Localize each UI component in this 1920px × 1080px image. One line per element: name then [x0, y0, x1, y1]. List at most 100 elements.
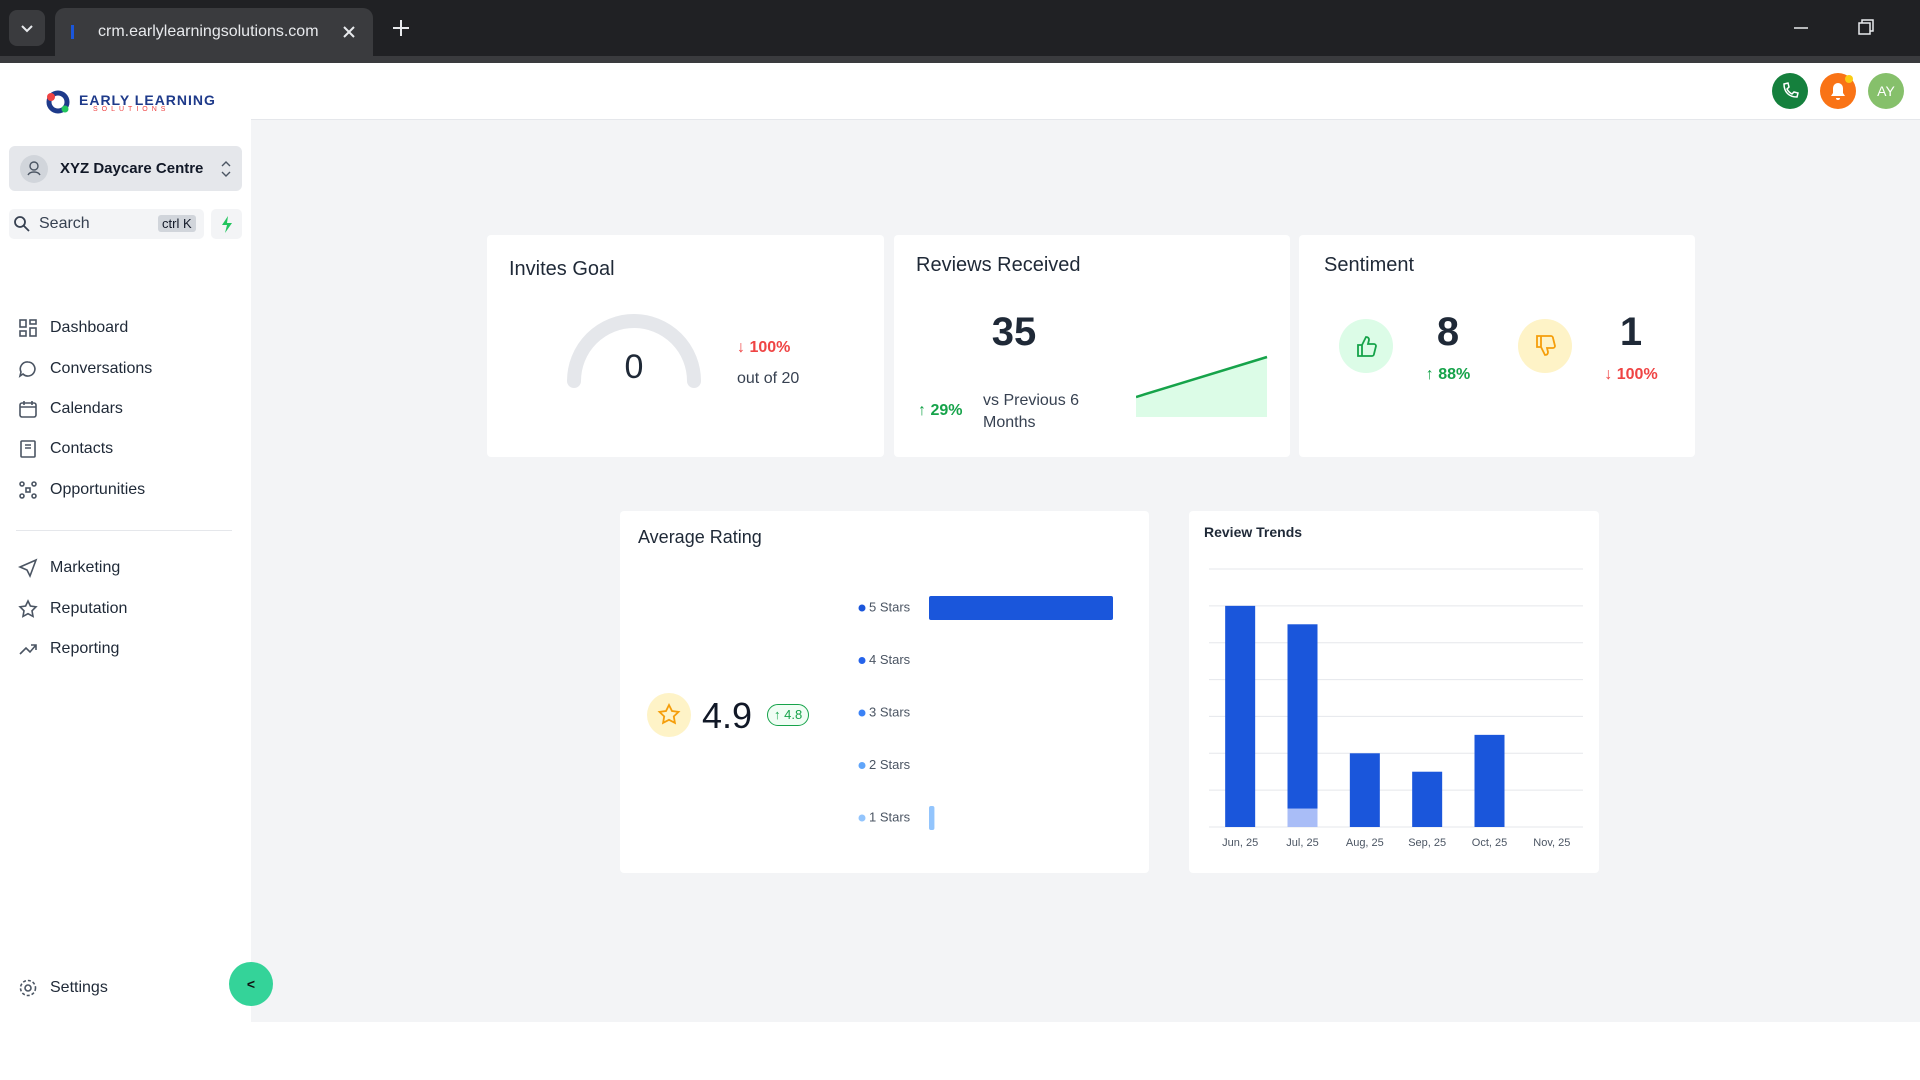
legend-dot [858, 814, 866, 822]
nav-item[interactable]: Opportunities [18, 477, 145, 503]
rating-label: 5 Stars [869, 599, 911, 614]
restore[interactable] [1855, 17, 1877, 39]
nav-item[interactable]: Calendars [18, 396, 123, 422]
switch-icon [221, 161, 231, 177]
gauge [567, 314, 701, 388]
thumbs-up-icon [1339, 319, 1393, 373]
rating-value: 4.9 [702, 695, 753, 736]
nav-item[interactable]: Conversations [18, 356, 152, 382]
rating-label: 1 Stars [869, 809, 911, 824]
positive-change: ↑ 88% [1425, 366, 1471, 383]
nav-item[interactable]: Reputation [18, 596, 127, 622]
location-icon [20, 154, 48, 183]
phone-button[interactable] [1772, 73, 1808, 109]
nav-label: Marketing [50, 559, 121, 576]
bar-segment [1474, 734, 1505, 827]
bar-segment [1287, 624, 1318, 809]
reviews-received-card: Reviews Received 35 ↑ 29% vs Previous 6 … [894, 235, 1290, 457]
reviews-change: ↑ 29% [918, 402, 963, 419]
invites-goal-card: Invites Goal 0 ↓ 100% out of 20 [487, 235, 884, 457]
search-placeholder: Search [39, 215, 90, 232]
invites-value: 0 [624, 348, 644, 386]
invites-change: ↓ 100% [737, 339, 791, 356]
nav-item[interactable]: Reporting [18, 636, 119, 662]
review-trends-card: Review Trends Jun, 25 Jul, 25 Aug, 25 Sep, … [1189, 511, 1599, 873]
nav-label: Opportunities [50, 481, 146, 498]
chevron-icon [21, 25, 33, 33]
rating-distribution: 5 Stars 4 Stars 3 Stars 2 Stars 1 Stars [858, 596, 1113, 830]
x-tick-label: Jul, 25 [1286, 837, 1318, 849]
logo[interactable]: EARLY LEARNING SOLUTIONS [45, 89, 216, 115]
tab-menu-button[interactable] [9, 10, 45, 46]
tab-close[interactable] [339, 22, 359, 42]
legend-dot [858, 657, 866, 664]
nav-label: Conversations [50, 360, 153, 377]
sidebar: EARLY LEARNING SOLUTIONS XYZ Daycare Cen… [0, 63, 251, 1022]
location-name: XYZ Daycare Centre [60, 160, 204, 177]
x-tick-label: Jun, 25 [1222, 837, 1258, 849]
nav-item[interactable]: Dashboard [18, 315, 128, 341]
search-icon [14, 216, 30, 232]
browser-tab-bar: crm.earlylearningsolutions.com [0, 0, 1920, 56]
user-avatar[interactable]: AY [1868, 73, 1904, 109]
star-icon [647, 693, 691, 737]
nav-icon [19, 644, 37, 655]
quick-action[interactable] [211, 209, 242, 239]
new-tab[interactable] [390, 17, 412, 39]
review-trends-chart: Jun, 25 Jul, 25 Aug, 25 Sep, 25 Oct, 25 Nov, … [1209, 568, 1583, 849]
nav-icon [19, 319, 37, 337]
card-title: Invites Goal [509, 258, 615, 280]
nav-icon [18, 599, 38, 618]
bar-segment [1287, 808, 1318, 827]
invites-target: out of 20 [737, 370, 800, 387]
nav-icon [18, 558, 38, 578]
nav-label: Settings [50, 979, 108, 996]
rating-bar [929, 806, 935, 830]
x-tick-label: Sep, 25 [1408, 837, 1446, 849]
card-title: Average Rating [638, 527, 762, 547]
card-title: Sentiment [1324, 254, 1415, 276]
location-switcher[interactable]: XYZ Daycare Centre [9, 146, 242, 191]
search-shortcut: ctrl K [158, 215, 196, 232]
average-rating-card: Average Rating 4.9 ↑ 4.8 5 Stars 4 Stars 3… [620, 511, 1149, 873]
nav-icon [19, 481, 37, 499]
x-tick-label: Oct, 25 [1472, 837, 1507, 849]
reviews-value: 35 [991, 310, 1037, 354]
legend-dot [858, 604, 866, 612]
legend-dot [858, 709, 866, 717]
collapse-button[interactable]: < [229, 962, 273, 1006]
thumbs-down-icon [1518, 319, 1572, 373]
browser-tab[interactable]: crm.earlylearningsolutions.com [55, 8, 373, 56]
search-box[interactable]: Search ctrl K [9, 209, 204, 239]
reviews-comparison: vs Previous 6 Months [983, 392, 1080, 431]
bar-segment [1412, 771, 1443, 827]
bolt-icon [222, 216, 232, 233]
rating-badge: ↑ 4.8 [767, 704, 810, 726]
nav-icon [19, 401, 37, 418]
nav-label: Calendars [50, 400, 123, 417]
legend-dot [858, 762, 866, 769]
bar-segment [1349, 753, 1380, 827]
nav-icon [19, 979, 37, 997]
minimize[interactable] [1790, 17, 1812, 39]
rating-label: 4 Stars [869, 652, 911, 667]
positive-count: 8 [1436, 310, 1460, 354]
favicon [71, 25, 74, 39]
sentiment-card: Sentiment 8 ↑ 88% 1 ↓ 100% [1299, 235, 1695, 457]
top-header: AY [251, 63, 1920, 120]
nav-label: Reputation [50, 600, 128, 617]
card-title: Review Trends [1204, 524, 1303, 540]
nav-item[interactable]: Marketing [18, 555, 120, 581]
nav-item[interactable]: Contacts [18, 436, 113, 462]
rating-label: 2 Stars [869, 757, 911, 772]
nav-item[interactable]: Settings [18, 975, 108, 1001]
nav-divider [16, 530, 232, 531]
nav-icon [18, 361, 36, 378]
bottom-blank [0, 1022, 1920, 1080]
card-title: Reviews Received [916, 254, 1081, 276]
notifications-button[interactable] [1820, 73, 1856, 109]
logo-text: EARLY LEARNING SOLUTIONS [79, 92, 216, 113]
nav-label: Reporting [50, 640, 120, 657]
negative-change: ↓ 100% [1604, 366, 1658, 383]
